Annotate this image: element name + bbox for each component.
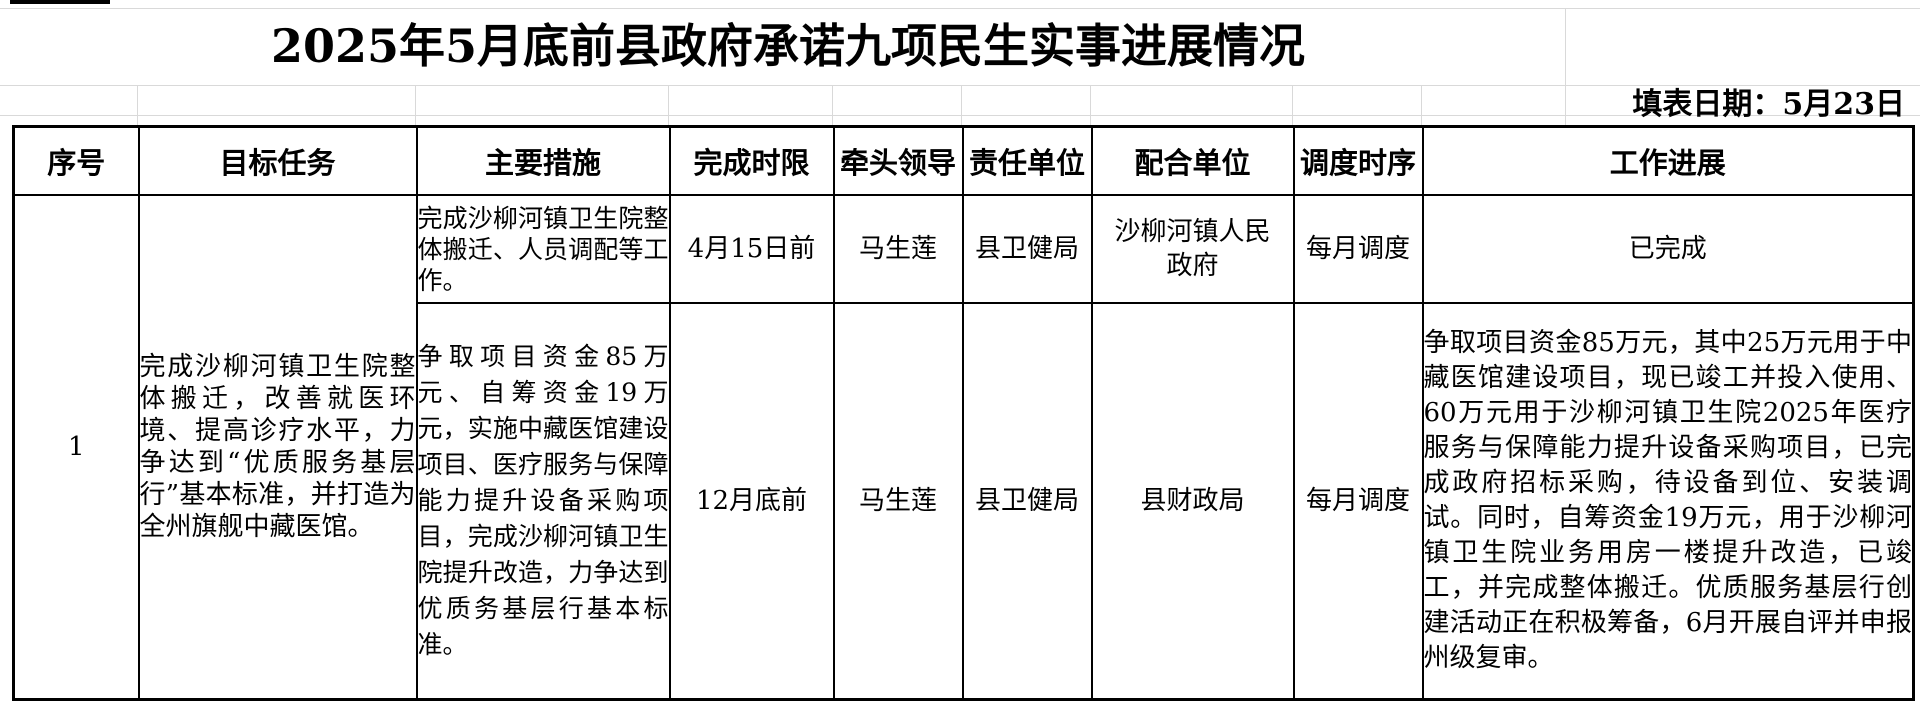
gridline-vertical — [1421, 85, 1422, 125]
column-header-responsible-unit[interactable]: 责任单位 — [961, 125, 1093, 196]
gridline-vertical — [1292, 85, 1293, 125]
gridline-vertical — [961, 85, 962, 125]
cropped-border-artifact — [10, 0, 110, 4]
cell-responsible-unit[interactable]: 县卫健局 — [961, 194, 1093, 304]
column-header-measure[interactable]: 主要措施 — [415, 125, 671, 196]
cell-cooperating-unit[interactable]: 沙柳河镇人民政府 — [1090, 194, 1295, 304]
gridline-vertical — [137, 85, 138, 125]
cell-schedule[interactable]: 每月调度 — [1292, 194, 1424, 304]
gridline-vertical — [1565, 85, 1566, 125]
gridline-vertical — [415, 85, 416, 125]
column-header-cooperating-unit[interactable]: 配合单位 — [1090, 125, 1295, 196]
cell-progress[interactable]: 争取项目资金85万元，其中25万元用于中藏医馆建设项目，现已竣工并投入使用、60… — [1421, 302, 1915, 701]
cell-measure[interactable]: 完成沙柳河镇卫生院整体搬迁、人员调配等工作。 — [415, 194, 671, 304]
gridline-horizontal — [0, 8, 1920, 9]
gridline-vertical — [1090, 85, 1091, 125]
cell-deadline[interactable]: 12月底前 — [668, 302, 835, 701]
fill-date-label: 填表日期：5月23日 — [1632, 87, 1905, 122]
column-header-progress[interactable]: 工作进展 — [1421, 125, 1915, 196]
cell-leader[interactable]: 马生莲 — [832, 302, 964, 701]
page-title: 2025年5月底前县政府承诺九项民生实事进展情况 — [270, 19, 1306, 73]
cell-responsible-unit[interactable]: 县卫健局 — [961, 302, 1093, 701]
column-header-task[interactable]: 目标任务 — [137, 125, 418, 196]
column-header-seq[interactable]: 序号 — [12, 125, 140, 196]
cell-leader[interactable]: 马生莲 — [832, 194, 964, 304]
cell-seq[interactable]: 1 — [12, 194, 140, 701]
gridline-horizontal — [0, 115, 1920, 116]
gridline-horizontal — [0, 85, 1920, 86]
column-header-deadline[interactable]: 完成时限 — [668, 125, 835, 196]
cell-schedule[interactable]: 每月调度 — [1292, 302, 1424, 701]
cell-cooperating-unit[interactable]: 县财政局 — [1090, 302, 1295, 701]
gridline-vertical — [668, 85, 669, 125]
table-row: 1 完成沙柳河镇卫生院整体搬迁，改善就医环境、提高诊疗水平，力争达到“优质服务基… — [12, 194, 1915, 701]
cell-task[interactable]: 完成沙柳河镇卫生院整体搬迁，改善就医环境、提高诊疗水平，力争达到“优质服务基层行… — [137, 194, 418, 701]
gridline-vertical — [1565, 8, 1566, 85]
cell-measure[interactable]: 争取项目资金85万元、自筹资金19万元，实施中藏医馆建设项目、医疗服务与保障能力… — [415, 302, 671, 701]
header-row: 序号 目标任务 主要措施 完成时限 牵头领导 责任单位 配合单位 调度时序 工作… — [12, 125, 1915, 196]
cell-progress[interactable]: 已完成 — [1421, 194, 1915, 304]
gridline-vertical — [832, 85, 833, 125]
column-header-leader[interactable]: 牵头领导 — [832, 125, 964, 196]
column-header-schedule[interactable]: 调度时序 — [1292, 125, 1424, 196]
table-row: 争取项目资金85万元、自筹资金19万元，实施中藏医馆建设项目、医疗服务与保障能力… — [14, 302, 1915, 701]
progress-table: 序号 目标任务 主要措施 完成时限 牵头领导 责任单位 配合单位 调度时序 工作… — [12, 125, 1915, 701]
cell-deadline[interactable]: 4月15日前 — [668, 194, 835, 304]
